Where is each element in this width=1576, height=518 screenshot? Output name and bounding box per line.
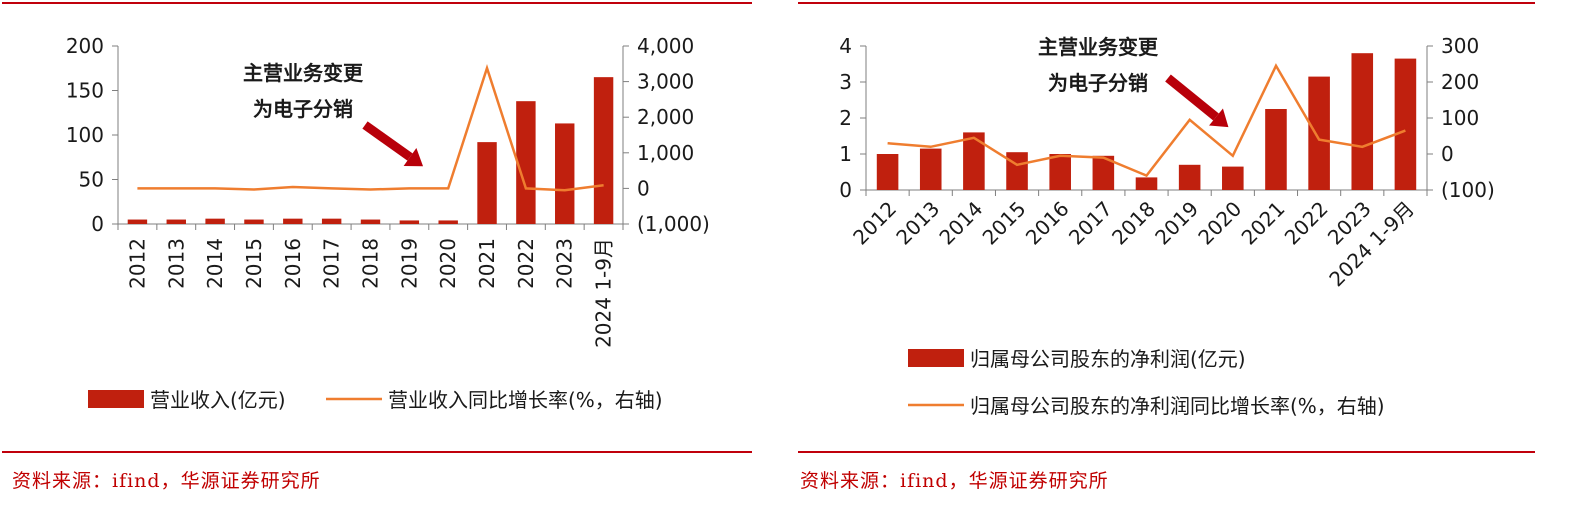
chart-panel-net-profit: 0 1 2 3 4 (100) 0 100 200 300 2012 2013 2014 2015 2016… <box>788 0 1576 518</box>
x-tick-label: 2024 1-9月 <box>592 238 616 348</box>
bar-2022 <box>1308 76 1330 190</box>
right-axis-tick-label: 1,000 <box>637 141 694 165</box>
x-tick-label: 2015 <box>978 197 1031 250</box>
right-axis-tick-label: 0 <box>637 176 650 200</box>
bar-2021 <box>477 142 497 224</box>
net-profit-chart: 0 1 2 3 4 (100) 0 100 200 300 20122013201420152016… <box>798 2 1535 453</box>
bar-2012 <box>876 154 899 190</box>
annotation-text: 为电子分销 <box>1048 71 1148 95</box>
x-tick-label: 2012 <box>848 197 901 250</box>
x-tick-label: 2012 <box>125 238 149 289</box>
x-tick-label: 2018 <box>1107 197 1160 250</box>
x-tick-label: 2014 <box>203 238 227 289</box>
legend-bar-swatch <box>908 349 964 367</box>
x-tick-label: 2020 <box>1193 197 1246 250</box>
source-note-left: 资料来源：ifind，华源证券研究所 <box>12 470 321 492</box>
bar-2022 <box>516 101 536 224</box>
right-axis-tick-label: 300 <box>1441 34 1479 58</box>
x-tick-label: 2019 <box>397 238 421 289</box>
bar-2016 <box>283 218 303 224</box>
legend-bar-label: 营业收入(亿元) <box>150 388 286 412</box>
right-axis-tick-label: (1,000) <box>637 212 710 236</box>
x-tick-label: 2022 <box>1280 197 1333 250</box>
legend-line-label: 营业收入同比增长率(%，右轴) <box>388 388 663 412</box>
chart-panel-revenue: 0 50 100 150 200 (1,000) 0 1,000 2,000 3,000 4,000… <box>0 0 770 518</box>
left-axis-tick-label: 200 <box>66 34 104 58</box>
annotation-arrow-head <box>1209 108 1229 128</box>
x-tick-label: 2017 <box>320 238 344 289</box>
growth-rate-line <box>887 63 1406 178</box>
bar-2013 <box>166 219 186 224</box>
x-tick-label: 2019 <box>1150 197 1203 250</box>
bar-2019 <box>1178 164 1201 190</box>
x-tick-label: 2013 <box>164 238 188 289</box>
right-axis-tick-label: 100 <box>1441 106 1479 130</box>
left-axis-tick-label: 50 <box>79 168 104 192</box>
right-axis-tick-label: (100) <box>1441 178 1495 202</box>
right-axis-tick-label: 3,000 <box>637 70 694 94</box>
bar-2018 <box>360 219 381 224</box>
bar-2014 <box>963 132 985 190</box>
bar-2015 <box>244 219 264 224</box>
annotation-text: 为电子分销 <box>253 97 353 121</box>
x-tick-label: 2021 <box>475 238 499 289</box>
bar-2017 <box>321 218 342 224</box>
x-tick-label: 2014 <box>934 197 987 250</box>
x-tick-label: 2013 <box>891 197 944 250</box>
bar-2014 <box>205 218 225 224</box>
x-tick-label: 2017 <box>1064 197 1117 250</box>
right-axis-tick-label: 200 <box>1441 70 1479 94</box>
legend-bar-swatch <box>88 390 144 408</box>
left-axis-tick-label: 3 <box>839 70 852 94</box>
bar-2023 <box>1351 53 1374 191</box>
right-axis-tick-label: 0 <box>1441 142 1454 166</box>
x-tick-label: 2018 <box>359 238 383 289</box>
source-note-right: 资料来源：ifind，华源证券研究所 <box>800 470 1109 492</box>
bar-2018 <box>1135 177 1158 190</box>
bar-2012 <box>127 219 148 224</box>
revenue-chart: 0 50 100 150 200 (1,000) 0 1,000 2,000 3,000 4,000… <box>2 2 752 453</box>
x-tick-label: 2020 <box>436 238 460 289</box>
legend-bar-label: 归属母公司股东的净利润(亿元) <box>970 347 1246 371</box>
bar-2016 <box>1049 154 1071 190</box>
growth-rate-line <box>137 64 604 192</box>
bar-2017 <box>1092 155 1115 190</box>
right-axis-tick-label: 4,000 <box>637 34 694 58</box>
left-axis-tick-label: 4 <box>839 34 852 58</box>
bar-2020 <box>438 220 458 224</box>
bar-2021 <box>1265 109 1287 190</box>
bar-2013 <box>919 148 942 190</box>
left-axis-tick-label: 100 <box>66 123 104 147</box>
bar-2024 1-9月 <box>1394 58 1417 190</box>
x-tick-label: 2023 <box>553 238 577 289</box>
bar-2023 <box>555 123 575 224</box>
left-axis-tick-label: 0 <box>839 178 852 202</box>
x-tick-label: 2021 <box>1237 197 1290 250</box>
bar-2015 <box>1006 152 1028 190</box>
x-tick-label: 2022 <box>514 238 538 289</box>
legend-line-label: 归属母公司股东的净利润同比增长率(%，右轴) <box>970 394 1385 418</box>
left-axis-tick-label: 0 <box>91 212 104 236</box>
left-axis-tick-label: 150 <box>66 79 104 103</box>
annotation-arrow-shaft <box>1165 74 1219 121</box>
x-tick-label: 2016 <box>281 238 305 289</box>
annotation-arrow-head <box>403 148 424 167</box>
left-axis-tick-label: 2 <box>839 106 852 130</box>
left-axis-tick-label: 1 <box>839 142 852 166</box>
x-tick-label: 2015 <box>242 238 266 289</box>
right-axis-tick-label: 2,000 <box>637 105 694 129</box>
x-tick-label: 2016 <box>1021 197 1074 250</box>
annotation-text: 主营业务变更 <box>1038 35 1159 59</box>
annotation-text: 主营业务变更 <box>243 61 364 85</box>
bar-2024 1-9月 <box>593 77 614 225</box>
annotation-arrow-shaft <box>362 121 413 161</box>
bar-2019 <box>399 220 420 224</box>
bar-2020 <box>1222 166 1244 190</box>
